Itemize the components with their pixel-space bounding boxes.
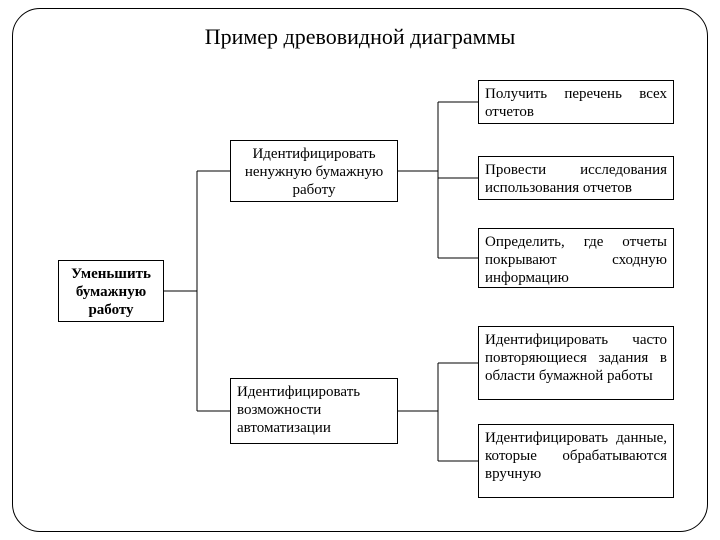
node-mid2: Идентифицировать возможности автоматизац…: [230, 378, 398, 444]
node-leaf1: Получить перечень всех отчетов: [478, 80, 674, 124]
node-leaf5: Идентифицировать данные, которые обрабат…: [478, 424, 674, 498]
diagram-title: Пример древовидной диаграммы: [0, 24, 720, 50]
node-mid1: Идентифицировать ненужную бумажную работ…: [230, 140, 398, 202]
node-leaf3: Определить, где отчеты покрывают сходную…: [478, 228, 674, 288]
node-root: Уменьшить бумажную работу: [58, 260, 164, 322]
node-leaf4: Идентифицировать часто повторяющиеся зад…: [478, 326, 674, 400]
node-leaf2: Провести исследования использования отче…: [478, 156, 674, 200]
